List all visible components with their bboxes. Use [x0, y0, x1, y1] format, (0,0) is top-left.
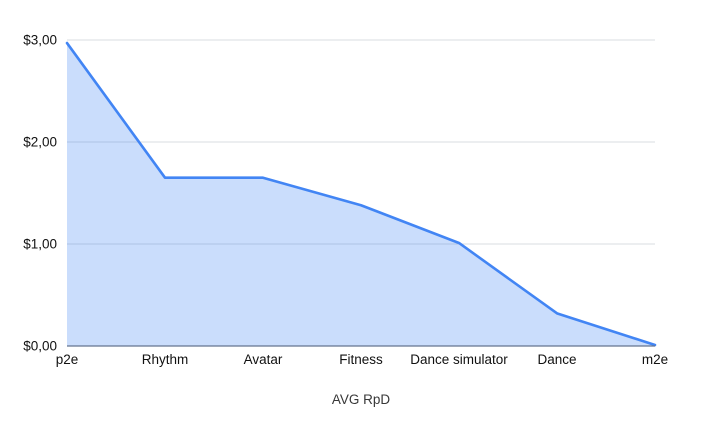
x-tick-label: m2e [642, 352, 668, 367]
x-tick-label: p2e [56, 352, 79, 367]
x-axis-title: AVG RpD [332, 392, 391, 407]
x-tick-label: Avatar [244, 352, 283, 367]
line-series [65, 41, 657, 347]
x-tick-label: Rhythm [142, 352, 189, 367]
x-tick-label: Dance simulator [410, 352, 508, 367]
y-tick-label: $0,00 [23, 339, 57, 354]
area-series-fill [67, 43, 655, 347]
y-tick-label: $2,00 [23, 135, 57, 150]
x-tick-label: Fitness [339, 352, 383, 367]
y-tick-label: $3,00 [23, 33, 57, 48]
y-tick-label: $1,00 [23, 237, 57, 252]
x-tick-label: Dance [537, 352, 576, 367]
